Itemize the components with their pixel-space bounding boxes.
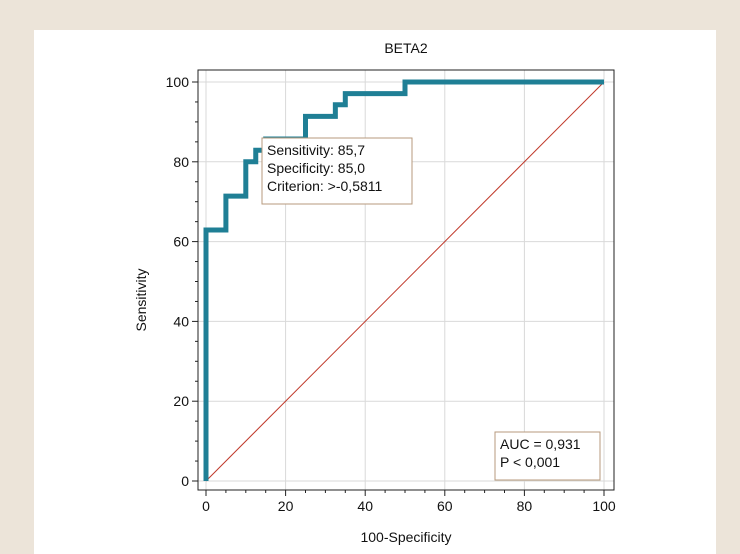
x-tick-label: 60 [437,498,453,514]
x-tick-label: 0 [202,498,210,514]
y-tick-label: 80 [173,154,189,170]
auc-annotation-box-line: P < 0,001 [500,454,560,470]
plot-frame [197,69,615,491]
criterion-annotation-box-line: Sensitivity: 85,7 [267,142,365,158]
chart-title: BETA2 [384,40,428,56]
criterion-annotation-box-line: Specificity: 85,0 [267,160,365,176]
y-axis-label: Sensitivity [133,268,149,331]
x-axis-label: 100-Specificity [360,529,451,545]
y-tick-label: 20 [173,393,189,409]
y-tick-label: 40 [173,313,189,329]
criterion-annotation-box-frame [261,137,413,205]
y-tick-label: 0 [181,473,189,489]
chart-panel: BETA2 100-Specificity Sensitivity 0 20 40 6… [34,30,716,554]
criterion-annotation-box: Sensitivity: 85,7 Specificity: 85,0 Criter… [261,137,413,205]
reference-diagonal-line [205,81,605,482]
x-tick-label: 100 [592,498,616,514]
x-tick-label: 80 [517,498,533,514]
criterion-annotation-box-line: Criterion: >-0,5811 [267,178,383,194]
roc-chart: BETA2 100-Specificity Sensitivity 0 20 40 6… [133,40,616,545]
y-tick-label: 60 [173,234,189,250]
x-tick-label: 20 [278,498,294,514]
auc-annotation-box-line: AUC = 0,931 [500,436,581,452]
auc-annotation-box: AUC = 0,931 P < 0,001 [494,431,601,481]
x-tick-label: 40 [357,498,373,514]
auc-annotation-box-frame [494,431,601,481]
y-tick-label: 100 [166,74,190,90]
